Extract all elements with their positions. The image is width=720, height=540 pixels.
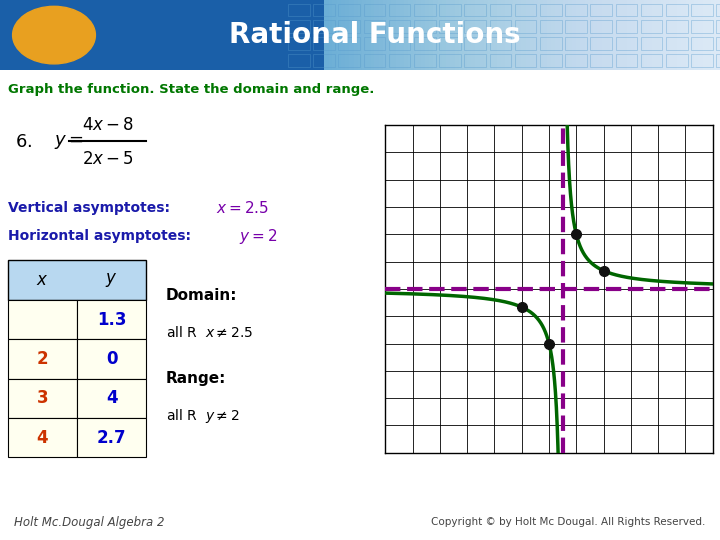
Text: $y=$: $y=$ <box>54 133 84 151</box>
Text: all R  $y\neq2$: all R $y\neq2$ <box>166 407 239 425</box>
Bar <box>8 260 146 300</box>
Bar <box>77 418 146 457</box>
Text: Graph the function. State the domain and range.: Graph the function. State the domain and… <box>8 83 374 96</box>
Bar <box>77 300 146 339</box>
Text: $x$: $x$ <box>36 271 48 289</box>
Text: $x=2.5$: $x=2.5$ <box>216 200 269 216</box>
Bar <box>8 379 77 418</box>
Text: Holt Mc.Dougal Algebra 2: Holt Mc.Dougal Algebra 2 <box>14 516 165 529</box>
Text: $6.$: $6.$ <box>15 133 32 151</box>
Text: 0: 0 <box>106 350 117 368</box>
Text: $2x-5$: $2x-5$ <box>82 150 134 168</box>
Text: $y$: $y$ <box>106 271 118 289</box>
Text: $4x-8$: $4x-8$ <box>82 116 134 134</box>
Text: Domain:: Domain: <box>166 288 237 303</box>
Text: Rational Functions: Rational Functions <box>228 21 521 49</box>
Text: 2: 2 <box>37 350 48 368</box>
Text: 4: 4 <box>37 429 48 447</box>
Bar <box>8 300 77 339</box>
Bar <box>8 418 77 457</box>
Text: Horizontal asymptotes:: Horizontal asymptotes: <box>8 230 191 244</box>
Text: 2.7: 2.7 <box>97 429 127 447</box>
Text: Vertical asymptotes:: Vertical asymptotes: <box>8 201 170 215</box>
Text: $y=2$: $y=2$ <box>239 227 277 246</box>
Bar <box>8 339 77 379</box>
Bar <box>77 379 146 418</box>
Text: Range:: Range: <box>166 371 226 386</box>
Text: 4: 4 <box>106 389 117 407</box>
Text: Copyright © by Holt Mc Dougal. All Rights Reserved.: Copyright © by Holt Mc Dougal. All Right… <box>431 517 706 528</box>
Text: 1.3: 1.3 <box>97 310 127 328</box>
Text: all R  $x\neq2.5$: all R $x\neq2.5$ <box>166 326 253 340</box>
Ellipse shape <box>13 6 95 64</box>
Bar <box>77 339 146 379</box>
Text: 3: 3 <box>37 389 48 407</box>
Bar <box>0 0 324 70</box>
